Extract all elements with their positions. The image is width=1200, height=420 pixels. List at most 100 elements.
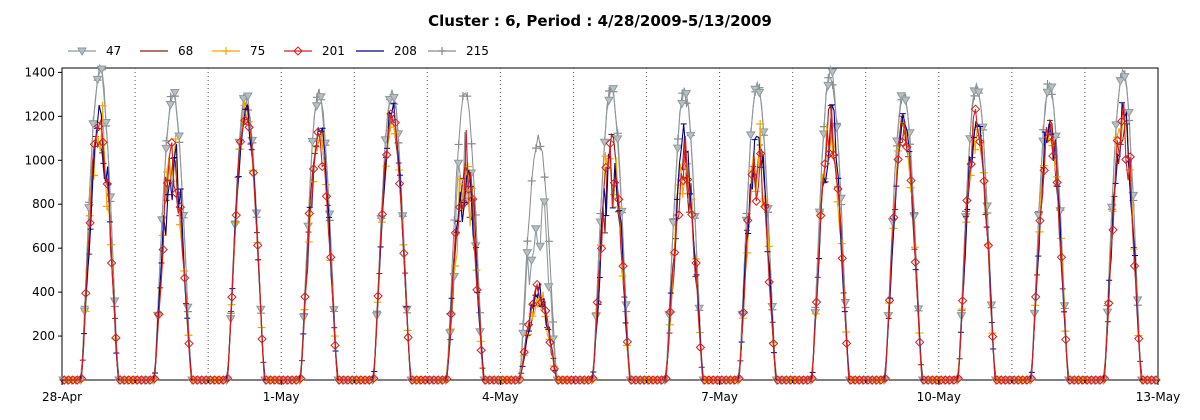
point-47: [612, 135, 623, 144]
point-201: [743, 215, 753, 226]
point-201: [265, 375, 276, 385]
point-47: [831, 124, 842, 133]
legend-label: 201: [322, 44, 345, 58]
point-201: [553, 375, 564, 385]
point-47: [677, 99, 687, 109]
point-201: [188, 375, 198, 385]
point-201: [1108, 225, 1118, 235]
point-47: [694, 304, 705, 314]
point-201: [863, 375, 873, 385]
point-201: [330, 340, 340, 351]
point-201: [399, 248, 409, 259]
point-47: [827, 68, 838, 77]
point-201: [463, 184, 474, 194]
point-47: [389, 94, 399, 103]
y-tick-label: 1400: [24, 65, 55, 79]
point-201: [313, 127, 323, 137]
point-215: [523, 237, 532, 246]
point-201: [519, 347, 529, 357]
point-201: [162, 178, 173, 188]
point-201: [98, 137, 108, 148]
point-47: [307, 137, 318, 147]
grid-layer: [134, 68, 1086, 380]
x-tick-label: 4-May: [482, 390, 519, 404]
point-75: [89, 171, 98, 180]
series-line-201: [64, 102, 1159, 381]
point-201: [987, 331, 998, 342]
y-tick-label: 600: [32, 241, 55, 255]
point-201: [1112, 135, 1123, 146]
point-47: [745, 131, 756, 140]
point-201: [231, 210, 241, 220]
point-201: [751, 196, 762, 206]
point-201: [334, 375, 345, 385]
point-75: [618, 272, 627, 281]
point-201: [93, 121, 104, 132]
point-201: [635, 375, 645, 385]
point-47: [543, 283, 554, 292]
point-201: [949, 375, 959, 385]
point-201: [287, 375, 297, 385]
point-47: [973, 88, 984, 98]
point-201: [300, 292, 310, 302]
point-201: [416, 375, 426, 385]
point-47: [169, 88, 180, 98]
point-47: [823, 81, 833, 91]
point-201: [407, 375, 418, 385]
point-201: [906, 175, 916, 186]
legend-label: 68: [178, 44, 193, 58]
point-47: [1111, 121, 1121, 130]
point-201: [708, 375, 719, 385]
point-215: [549, 317, 558, 326]
point-201: [321, 191, 332, 201]
legend-label: 47: [106, 44, 121, 58]
point-201: [1056, 252, 1067, 262]
point-201: [936, 375, 946, 385]
point-201: [768, 338, 779, 349]
point-47: [896, 92, 907, 101]
point-47: [840, 298, 851, 308]
point-201: [81, 288, 91, 298]
point-215: [467, 139, 476, 148]
point-201: [158, 244, 168, 255]
point-201: [970, 104, 981, 114]
point-201: [437, 375, 448, 385]
point-201: [807, 373, 817, 384]
point-201: [674, 210, 684, 220]
point-47: [182, 303, 193, 313]
point-201: [1035, 215, 1045, 226]
point-201: [914, 337, 925, 347]
series-47: [58, 64, 1160, 386]
point-201: [932, 375, 942, 385]
point-201: [283, 375, 293, 385]
point-201: [1000, 375, 1011, 385]
point-201: [167, 137, 177, 148]
point-201: [89, 139, 100, 150]
point-201: [201, 375, 211, 385]
point-201: [953, 373, 964, 384]
point-201: [68, 375, 78, 385]
point-201: [1142, 375, 1153, 385]
point-201: [1095, 375, 1105, 385]
point-201: [738, 307, 749, 318]
point-201: [381, 150, 392, 160]
point-201: [1125, 152, 1135, 162]
point-201: [240, 115, 250, 126]
point-201: [811, 297, 822, 307]
point-201: [695, 342, 706, 353]
point-201: [588, 373, 598, 383]
point-47: [88, 120, 99, 129]
point-201: [940, 375, 951, 385]
point-47: [758, 128, 769, 137]
point-47: [316, 93, 326, 102]
point-201: [609, 178, 620, 188]
point-201: [704, 375, 714, 385]
point-47: [681, 90, 692, 99]
point-201: [910, 257, 921, 267]
point-201: [687, 209, 697, 220]
point-201: [669, 247, 680, 258]
point-201: [394, 178, 405, 189]
point-201: [63, 375, 74, 385]
point-201: [605, 138, 615, 149]
point-201: [1048, 151, 1058, 161]
